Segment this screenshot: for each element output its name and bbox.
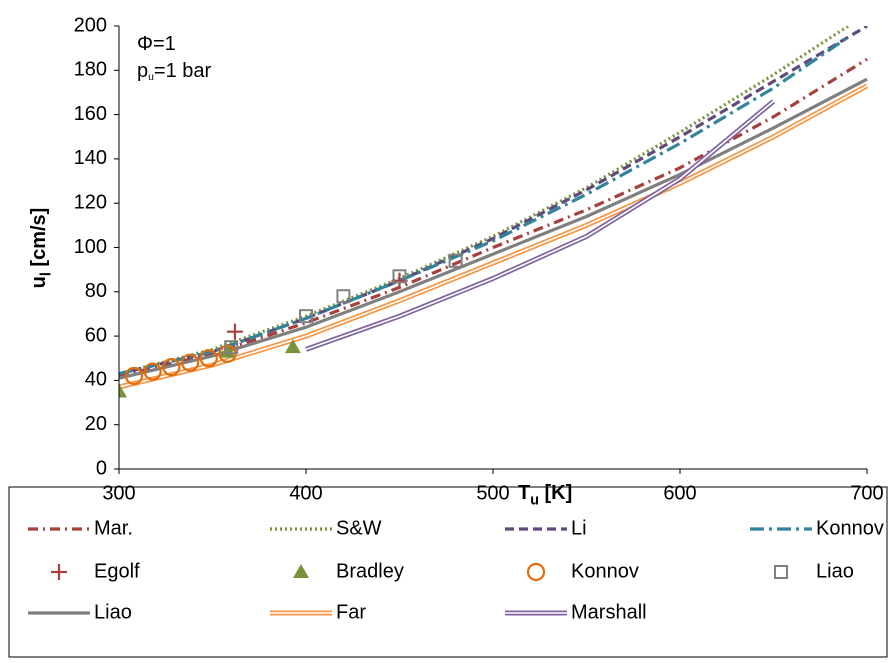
marker xyxy=(224,340,239,355)
y-axis-label-sub: l xyxy=(38,272,54,276)
x-axis-label: Tu [K] xyxy=(518,482,572,508)
y-axis-label-rest: [cm/s] xyxy=(28,208,50,272)
y-tick-label: 120 xyxy=(74,191,107,213)
annotation-sub: u xyxy=(148,72,154,83)
marker xyxy=(293,564,309,578)
marker xyxy=(124,366,144,386)
marker xyxy=(526,562,546,582)
series-line-inner xyxy=(119,85,868,388)
annotation-main: p xyxy=(137,60,148,82)
annotation-rest: =1 bar xyxy=(154,60,212,82)
legend-label: Li xyxy=(571,517,587,539)
x-tick-label: 400 xyxy=(289,482,322,504)
y-tick-label: 160 xyxy=(74,103,107,125)
y-tick-label: 0 xyxy=(96,457,107,479)
legend-label: Konnov xyxy=(571,560,639,582)
series-line xyxy=(119,26,850,376)
marker xyxy=(180,353,200,372)
marker xyxy=(226,323,243,340)
x-axis-label-main: T xyxy=(518,482,530,504)
legend-box xyxy=(8,486,888,658)
y-tick-label: 180 xyxy=(74,59,107,81)
marker xyxy=(448,253,463,268)
series-line xyxy=(119,35,850,376)
y-tick-label: 40 xyxy=(85,369,107,391)
marker xyxy=(119,383,127,398)
annotation: Φ=1 xyxy=(137,33,176,55)
x-tick-label: 700 xyxy=(850,482,883,504)
x-axis-label-rest: [K] xyxy=(539,482,572,504)
annotation-main: Φ=1 xyxy=(137,33,176,55)
marker xyxy=(774,565,788,579)
y-tick-label: 100 xyxy=(74,236,107,258)
x-tick-label: 600 xyxy=(663,482,696,504)
y-tick-label: 20 xyxy=(85,413,107,435)
legend-label: Bradley xyxy=(336,560,404,582)
legend-label: Liao xyxy=(816,560,854,582)
marker xyxy=(392,269,407,284)
x-axis-label-sub: u xyxy=(530,492,539,508)
marker xyxy=(162,358,181,377)
legend-label: Egolf xyxy=(94,560,140,582)
series-line xyxy=(119,77,868,380)
y-tick-label: 60 xyxy=(85,324,107,346)
legend-label: Far xyxy=(336,601,366,623)
marker xyxy=(336,289,351,304)
annotation: pu=1 bar xyxy=(137,60,212,82)
y-axis-label-main: u xyxy=(28,276,50,288)
legend-label: Marshall xyxy=(571,601,647,623)
legend-label: Liao xyxy=(94,601,132,623)
series-line-inner xyxy=(305,100,775,351)
legend-label: Konnov xyxy=(816,517,884,539)
marker xyxy=(143,362,162,381)
legend-label: S&W xyxy=(336,517,382,539)
x-tick-label: 300 xyxy=(102,482,135,504)
x-tick-label: 500 xyxy=(476,482,509,504)
series-line xyxy=(119,26,868,376)
plot-area xyxy=(119,26,869,398)
legend-label: Mar. xyxy=(94,517,133,539)
marker xyxy=(51,564,67,580)
marker xyxy=(199,349,218,368)
y-axis-label: ul [cm/s] xyxy=(28,208,54,289)
series-line xyxy=(119,57,868,378)
marker xyxy=(284,339,301,354)
y-tick-label: 200 xyxy=(74,14,107,36)
y-tick-label: 140 xyxy=(74,147,107,169)
y-tick-label: 80 xyxy=(85,280,107,302)
marker xyxy=(299,309,313,324)
